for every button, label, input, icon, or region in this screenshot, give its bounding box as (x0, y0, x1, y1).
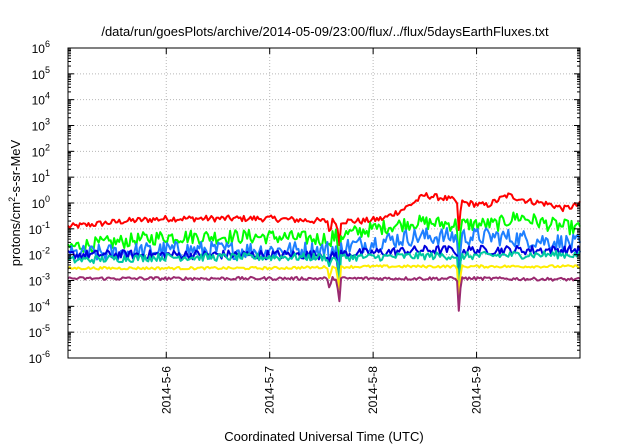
series-line-7 (67, 275, 581, 312)
y-axis-label-pre: protons/cm (8, 202, 23, 266)
series-line-2 (67, 211, 581, 264)
y-tick-label: 103 (32, 117, 50, 134)
x-tick-label: 2014-5-9 (470, 366, 484, 414)
x-tick-label: 2014-5-8 (366, 366, 380, 414)
x-tick-label: 2014-5-6 (159, 366, 173, 414)
series-line-5 (67, 249, 581, 286)
y-tick-label: 10-5 (29, 323, 50, 340)
series-lines (67, 192, 581, 312)
y-tick-label: 101 (32, 168, 50, 185)
y-tick-label: 105 (32, 65, 50, 82)
y-tick-label: 10-3 (29, 272, 50, 289)
y-axis-label-sup: 2 (7, 197, 17, 202)
y-tick-label: 10-6 (29, 349, 50, 366)
y-axis-label-post: -s-sr-MeV (8, 139, 23, 196)
y-tick-label: 10-2 (29, 246, 50, 263)
y-tick-label: 100 (32, 194, 50, 211)
x-axis-label: Coordinated Universal Time (UTC) (224, 429, 423, 444)
grid-lines (68, 48, 580, 358)
series-line-6 (67, 264, 581, 299)
x-axis: 2014-5-6 2014-5-7 2014-5-8 2014-5-9 (159, 48, 484, 414)
series-line-1 (67, 192, 581, 247)
x-tick-label: 2014-5-7 (263, 366, 277, 414)
y-tick-label: 10-1 (29, 220, 50, 237)
y-tick-label: 10-4 (29, 297, 50, 314)
y-axis: 10-6 10-5 10-4 10-3 10-2 10-1 100 101 102 103 104 1… (29, 39, 580, 366)
y-tick-label: 102 (32, 142, 50, 159)
chart-title: /data/run/goesPlots/archive/2014-05-09/2… (101, 24, 549, 39)
y-tick-label: 104 (32, 91, 50, 108)
y-tick-label: 106 (32, 39, 50, 56)
y-axis-label: protons/cm2-s-sr-MeV (7, 139, 23, 266)
